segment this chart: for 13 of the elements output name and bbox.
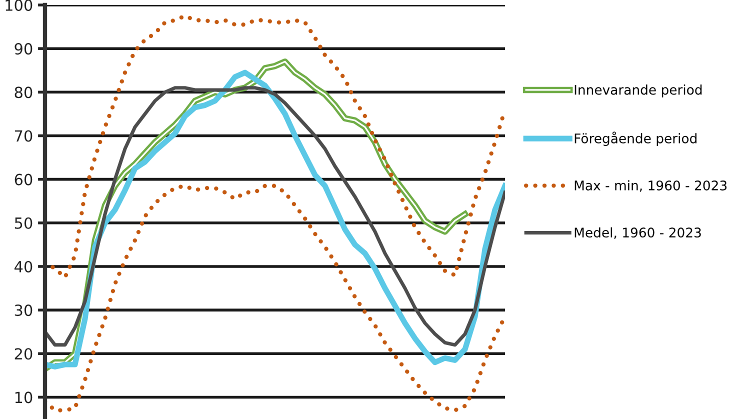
y-tick-label: 70 [15,130,32,142]
legend-label: Innevarande period [574,84,702,98]
legend-label: Max - min, 1960 - 2023 [574,180,727,192]
y-tick-label: 60 [14,174,32,186]
y-tick-label: 20 [14,348,32,360]
y-tick-label: 90 [14,43,32,55]
y-tick-label: 50 [14,217,32,229]
y-tick-label: 40 [14,260,32,272]
y-tick-label: 10 [15,392,32,404]
y-tick-label: 80 [14,86,32,98]
legend-label: Medel, 1960 - 2023 [574,227,701,239]
y-tick-label: 30 [14,304,32,316]
legend-label: Föregående period [574,132,696,146]
